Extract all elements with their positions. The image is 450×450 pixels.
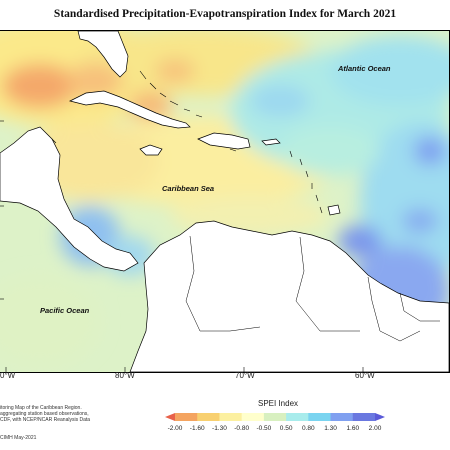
florida [77, 31, 129, 78]
spei-map: Atlantic Ocean Caribbean Sea Pacific Oce… [0, 31, 449, 372]
country-borders [185, 235, 440, 342]
legend-tick-label: -1.60 [189, 425, 205, 432]
longitude-label-80w: 80°W [115, 371, 135, 380]
legend-tick-label: -0.50 [256, 425, 272, 432]
legend-swatch [241, 413, 265, 421]
legend-tick-label: 2.00 [368, 425, 382, 432]
trinidad [327, 204, 341, 216]
legend-swatch [263, 413, 287, 421]
legend-swatch [352, 413, 376, 421]
legend-tick-label: 0.50 [279, 425, 293, 432]
legend-tick-label: 1.30 [324, 425, 337, 432]
legend-swatch [375, 413, 385, 421]
legend-tick-label: -1.30 [212, 425, 227, 432]
puerto-rico [261, 138, 281, 146]
caribbean-sea-label: Caribbean Sea [162, 184, 214, 193]
land-masses [0, 31, 449, 372]
longitude-label-60w: 60°W [355, 371, 375, 380]
longitude-label-90w: 0°W [0, 371, 16, 380]
island-outlines [51, 70, 323, 214]
legend-swatch [175, 413, 198, 421]
credit-line-3: CDF, with NCEP/NCAR Reanalysis Data [0, 417, 91, 423]
legend-swatch [219, 413, 243, 421]
legend-title: SPEI Index [258, 399, 299, 408]
legend-swatch [165, 413, 175, 421]
credit-line-1: itoring Map of the Caribbean Region. [0, 405, 82, 411]
hispaniola [197, 132, 251, 150]
map-title: Standardised Precipitation-Evapotranspir… [53, 8, 397, 20]
credit-line-2: aggregating station based observations, [0, 411, 89, 417]
legend-swatch [330, 413, 354, 421]
cuba [68, 90, 191, 129]
pacific-ocean-label: Pacific Ocean [40, 306, 90, 315]
longitude-label-70w: 70°W [235, 371, 255, 380]
legend-tick-label: 1.60 [346, 425, 360, 432]
legend-tick-label: 0.80 [302, 425, 315, 432]
credit-line-4: CIMH May-2021 [0, 435, 37, 441]
legend-swatch [308, 413, 332, 421]
legend-swatch [197, 413, 220, 421]
south-america [129, 220, 449, 372]
legend-tick-label: -2.00 [167, 425, 183, 432]
central-america [0, 126, 139, 272]
atlantic-ocean-label: Atlantic Ocean [337, 64, 391, 73]
spei-shading [0, 31, 449, 366]
map-panel: Atlantic Ocean Caribbean Sea Pacific Oce… [0, 30, 450, 373]
legend-tick-label: -0.80 [234, 425, 250, 432]
legend-swatch [286, 413, 309, 421]
legend-colorbar [165, 413, 385, 421]
axis-ticks [0, 120, 364, 372]
jamaica [139, 144, 163, 156]
